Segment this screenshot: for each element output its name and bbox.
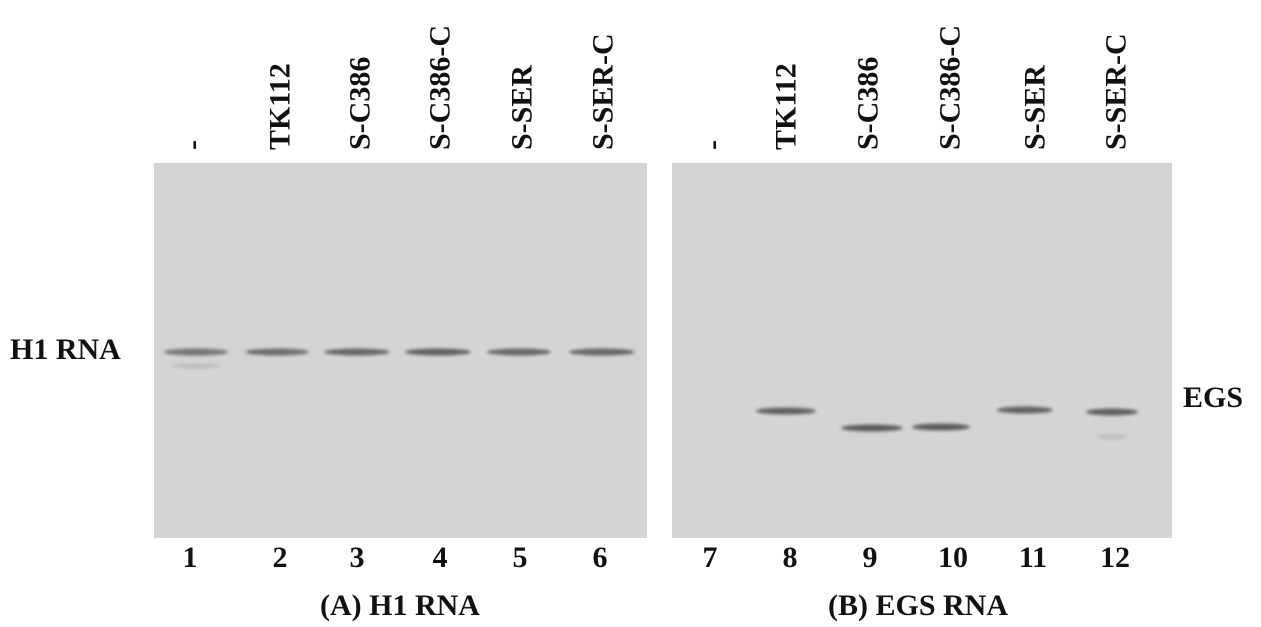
faint-band bbox=[171, 364, 221, 369]
side-label: H1 RNA bbox=[10, 333, 121, 366]
band bbox=[841, 425, 903, 432]
lane-number: 6 bbox=[593, 541, 608, 574]
band bbox=[569, 349, 635, 356]
band bbox=[997, 407, 1053, 414]
lane-number: 8 bbox=[783, 541, 798, 574]
lane-number: 11 bbox=[1019, 541, 1047, 574]
band bbox=[1086, 409, 1138, 416]
lane-number: 7 bbox=[703, 541, 718, 574]
caption: (B) EGS RNA bbox=[828, 589, 1008, 622]
faint-band bbox=[1097, 435, 1127, 440]
band bbox=[245, 349, 309, 356]
lane-number: 1 bbox=[183, 541, 198, 574]
gel-panel-b bbox=[672, 163, 1172, 538]
lane-label: S-C386-C bbox=[424, 25, 457, 150]
lane-number: 2 bbox=[273, 541, 288, 574]
lane-label: S-C386 bbox=[344, 57, 377, 150]
lane-label: S-C386 bbox=[852, 57, 885, 150]
lane-label: S-SER bbox=[506, 65, 539, 150]
band bbox=[487, 349, 551, 356]
lane-label: S-C386-C bbox=[934, 25, 967, 150]
lane-label: S-SER-C bbox=[587, 33, 620, 150]
lane-number: 10 bbox=[938, 541, 968, 574]
lane-number: 12 bbox=[1100, 541, 1130, 574]
lane-label: TK112 bbox=[264, 63, 297, 150]
caption: (A) H1 RNA bbox=[320, 589, 480, 622]
lane-label: S-SER bbox=[1019, 65, 1052, 150]
lane-label: - bbox=[696, 140, 729, 150]
band bbox=[756, 408, 816, 415]
lane-number: 3 bbox=[350, 541, 365, 574]
lane-label: S-SER-C bbox=[1100, 33, 1133, 150]
lane-number: 9 bbox=[863, 541, 878, 574]
figure: H1 RNA EGS (A) H1 RNA (B) EGS RNA - 1 TK11… bbox=[0, 0, 1261, 627]
band bbox=[405, 349, 471, 356]
lane-number: 4 bbox=[433, 541, 448, 574]
band bbox=[912, 424, 970, 431]
lane-label: TK112 bbox=[770, 63, 803, 150]
band bbox=[324, 349, 390, 356]
band bbox=[164, 349, 228, 356]
lane-number: 5 bbox=[513, 541, 528, 574]
side-label: EGS bbox=[1183, 381, 1243, 414]
lane-label: - bbox=[176, 140, 209, 150]
